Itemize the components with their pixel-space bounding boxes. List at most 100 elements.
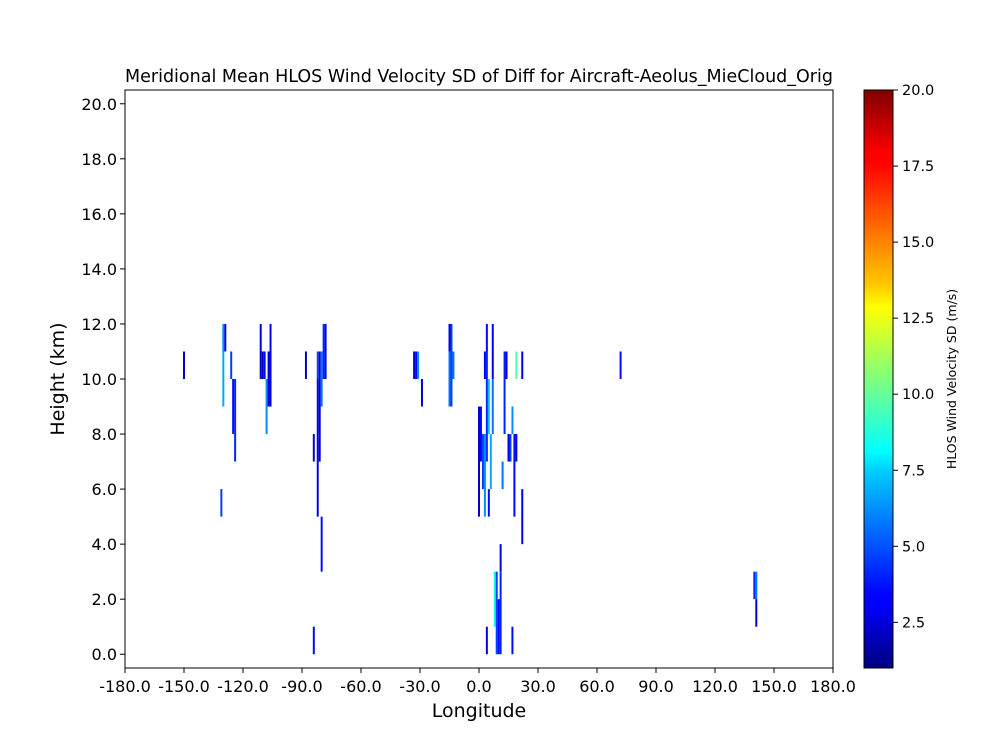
colorbar-tick-label: 7.5 bbox=[902, 463, 925, 479]
heatmap-cell bbox=[183, 351, 185, 379]
x-axis-label: Longitude bbox=[432, 700, 527, 722]
heatmap-cell bbox=[232, 379, 235, 435]
heatmap-cell bbox=[485, 626, 488, 655]
heatmap-cell bbox=[511, 626, 514, 655]
heatmap-cell bbox=[222, 323, 225, 352]
heatmap-cell bbox=[413, 351, 416, 379]
x-tick-label: -90.0 bbox=[281, 677, 322, 696]
heatmap-cell bbox=[505, 351, 508, 379]
y-axis-label: Height (km) bbox=[47, 322, 69, 435]
heatmap-cell bbox=[485, 323, 488, 352]
heatmap-cell bbox=[415, 351, 418, 379]
heatmap-cell bbox=[234, 379, 237, 462]
y-axis: 0.0 2.0 4.0 6.0 8.0 10.0 12.0 14.0 16.0 18.0 20.0 bbox=[81, 95, 125, 664]
heatmap-cell bbox=[481, 434, 484, 490]
heatmap-cell bbox=[450, 323, 453, 407]
x-tick-label: 60.0 bbox=[579, 677, 615, 696]
heatmap-cell bbox=[755, 571, 758, 600]
plot-area bbox=[125, 90, 833, 668]
heatmap-cell bbox=[495, 571, 498, 655]
y-tick-label: 18.0 bbox=[81, 150, 117, 169]
colorbar-label: HLOS Wind Velocity SD (m/s) bbox=[944, 289, 959, 469]
colorbar-axis: 2.5 5.0 7.5 10.0 12.5 15.0 17.5 20.0 bbox=[893, 83, 934, 631]
x-tick-label: 150.0 bbox=[751, 677, 797, 696]
heatmap-cell bbox=[483, 434, 486, 517]
x-tick-label: -150.0 bbox=[158, 677, 210, 696]
colorbar-tick-label: 2.5 bbox=[902, 615, 925, 631]
y-tick-label: 12.0 bbox=[81, 315, 117, 334]
x-axis: -180.0 -150.0 -120.0 -90.0 -60.0 -30.0 0.0 30.0… bbox=[99, 668, 856, 696]
heatmap-cell bbox=[320, 516, 323, 572]
heatmap-cell bbox=[503, 351, 506, 435]
colorbar-tick-label: 10.0 bbox=[902, 387, 934, 403]
heatmap-cell bbox=[753, 571, 756, 600]
heatmap-cell bbox=[318, 351, 321, 462]
heatmap-cell bbox=[521, 351, 524, 379]
heatmap-cell bbox=[312, 434, 315, 462]
heatmap-cell bbox=[322, 323, 325, 379]
colorbar-tick-label: 5.0 bbox=[902, 539, 925, 555]
heatmap-cell bbox=[513, 434, 516, 517]
heatmap-cell bbox=[230, 351, 233, 379]
heatmap-cell bbox=[448, 351, 451, 407]
heatmap-cell bbox=[521, 489, 524, 545]
heatmap-cell bbox=[222, 351, 225, 407]
x-tick-label: -180.0 bbox=[99, 677, 151, 696]
heatmap-cell bbox=[261, 351, 264, 379]
heatmap-cell bbox=[489, 434, 492, 490]
heatmap-cell bbox=[304, 351, 307, 379]
chart-title: Meridional Mean HLOS Wind Velocity SD of… bbox=[125, 67, 833, 87]
y-tick-label: 16.0 bbox=[81, 205, 117, 224]
colorbar-tick-label: 15.0 bbox=[902, 235, 934, 251]
heatmap-cell bbox=[487, 489, 490, 517]
heatmap-cell bbox=[507, 434, 510, 462]
colorbar-tick-label: 17.5 bbox=[902, 159, 934, 175]
x-tick-label: -120.0 bbox=[217, 677, 269, 696]
heatmap-cell bbox=[263, 351, 266, 379]
heatmap-cell bbox=[755, 599, 758, 627]
heatmap-cell bbox=[485, 351, 488, 462]
heatmap-cell bbox=[417, 351, 420, 379]
colorbar-tick-label: 12.5 bbox=[902, 311, 934, 327]
heatmap-cell bbox=[265, 379, 268, 435]
heatmap-cell bbox=[448, 323, 451, 352]
heatmap-cell bbox=[515, 351, 518, 379]
y-tick-label: 10.0 bbox=[81, 370, 117, 389]
heatmap-cell bbox=[483, 351, 486, 379]
heatmap-cell bbox=[511, 406, 514, 435]
heatmap-cell bbox=[497, 599, 500, 655]
heatmap-cell bbox=[499, 544, 502, 572]
x-tick-label: 120.0 bbox=[692, 677, 738, 696]
heatmap-cell bbox=[324, 323, 327, 379]
y-tick-label: 8.0 bbox=[92, 425, 117, 444]
y-tick-label: 14.0 bbox=[81, 260, 117, 279]
x-tick-label: 180.0 bbox=[810, 677, 856, 696]
heatmap-cell bbox=[320, 351, 323, 407]
heatmap-cell bbox=[220, 489, 223, 517]
heatmap-cell bbox=[267, 351, 270, 407]
heatmap-cell bbox=[487, 379, 490, 435]
heatmap-cell bbox=[478, 406, 480, 517]
x-tick-label: 0.0 bbox=[466, 677, 491, 696]
heatmap-cells bbox=[183, 323, 758, 655]
colorbar bbox=[863, 89, 894, 669]
y-tick-label: 0.0 bbox=[92, 645, 117, 664]
heatmap-cell bbox=[316, 351, 319, 379]
heatmap-cell bbox=[269, 323, 272, 407]
heatmap-cell bbox=[493, 571, 496, 627]
heatmap-cell bbox=[491, 323, 494, 379]
colorbar-tick-label: 20.0 bbox=[902, 83, 934, 99]
heatmap-cell bbox=[499, 571, 502, 655]
heatmap-cell bbox=[509, 434, 512, 462]
heatmap-cell bbox=[491, 379, 494, 435]
x-tick-label: 90.0 bbox=[638, 677, 674, 696]
heatmap-cell bbox=[420, 379, 423, 407]
heatmap-cell bbox=[501, 461, 504, 490]
heatmap-cell bbox=[515, 434, 518, 462]
y-tick-label: 4.0 bbox=[92, 535, 117, 554]
x-tick-label: -30.0 bbox=[399, 677, 440, 696]
x-tick-label: 30.0 bbox=[520, 677, 556, 696]
heatmap-cell bbox=[452, 351, 455, 379]
heatmap-cell bbox=[224, 323, 227, 352]
heatmap-cell bbox=[619, 351, 622, 379]
